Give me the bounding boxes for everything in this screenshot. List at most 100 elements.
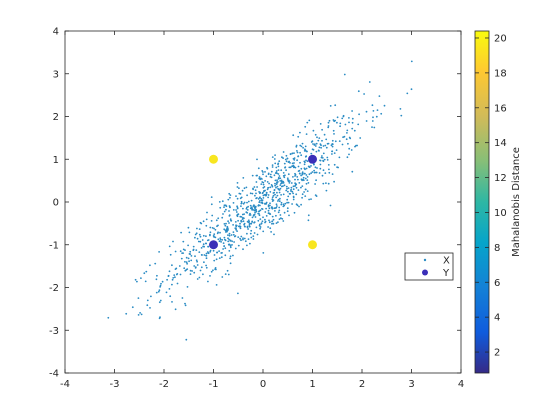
legend-label-x: X xyxy=(443,256,450,267)
x-point xyxy=(198,228,201,231)
x-point xyxy=(293,157,296,160)
x-point xyxy=(308,198,310,201)
x-point xyxy=(261,199,264,202)
x-point xyxy=(174,276,176,279)
x-point xyxy=(194,233,197,236)
x-point xyxy=(260,201,263,204)
x-point xyxy=(303,191,305,193)
x-point xyxy=(287,187,290,190)
x-point xyxy=(258,191,260,193)
x-point xyxy=(189,250,192,253)
x-point xyxy=(253,232,256,234)
x-point xyxy=(218,257,221,259)
x-point xyxy=(348,117,350,119)
x-point xyxy=(240,205,242,208)
x-point xyxy=(268,182,270,185)
x-point xyxy=(351,127,354,130)
x-point xyxy=(292,164,295,167)
x-point xyxy=(297,165,300,168)
x-point xyxy=(242,207,244,210)
x-point xyxy=(305,133,308,136)
x-point xyxy=(229,240,232,242)
x-point xyxy=(289,162,291,164)
x-point xyxy=(304,145,307,148)
x-point xyxy=(243,217,245,220)
x-point xyxy=(200,222,203,225)
y-tick-label: -4 xyxy=(49,369,59,380)
x-point xyxy=(254,216,257,218)
x-point xyxy=(140,313,143,316)
x-point xyxy=(311,148,314,151)
x-point xyxy=(243,201,246,204)
x-point xyxy=(236,197,239,200)
colorbar-tick-label: 8 xyxy=(494,243,500,254)
x-point xyxy=(319,167,322,170)
x-point xyxy=(224,273,227,275)
x-point xyxy=(205,264,208,267)
x-point xyxy=(319,159,321,162)
x-point xyxy=(131,306,134,309)
x-point xyxy=(276,179,278,182)
x-point xyxy=(272,218,275,221)
x-point xyxy=(299,144,302,147)
x-point xyxy=(224,204,227,207)
x-point xyxy=(178,265,181,267)
x-point xyxy=(279,197,281,200)
x-point xyxy=(174,250,177,253)
x-point xyxy=(269,227,272,230)
x-point xyxy=(326,156,329,159)
x-point xyxy=(287,190,289,193)
x-point xyxy=(265,175,268,178)
x-point xyxy=(224,254,227,257)
x-point xyxy=(176,273,179,275)
x-point xyxy=(372,116,374,119)
x-point xyxy=(310,165,312,167)
x-point xyxy=(314,143,316,146)
x-point xyxy=(265,215,268,217)
x-point xyxy=(200,247,203,249)
x-point xyxy=(317,139,320,142)
x-point xyxy=(327,125,330,127)
x-point xyxy=(196,278,199,280)
x-point xyxy=(202,220,205,223)
x-point xyxy=(315,142,318,145)
x-point xyxy=(232,233,235,236)
x-point xyxy=(249,242,251,245)
x-point xyxy=(246,211,249,214)
x-point xyxy=(137,297,140,299)
x-point xyxy=(260,183,263,186)
x-point xyxy=(278,218,281,221)
x-point xyxy=(371,120,374,122)
x-point xyxy=(221,239,224,241)
x-point xyxy=(222,248,225,250)
x-point xyxy=(302,176,305,179)
x-point xyxy=(143,272,146,275)
x-point xyxy=(159,299,162,302)
x-point xyxy=(410,60,413,63)
x-point xyxy=(239,237,242,240)
x-point xyxy=(296,151,299,154)
x-point xyxy=(207,239,210,241)
x-point xyxy=(356,144,358,147)
x-point xyxy=(145,270,148,273)
x-point xyxy=(191,270,194,272)
x-point xyxy=(234,221,237,223)
x-point xyxy=(181,297,184,299)
x-point xyxy=(227,273,230,276)
x-point xyxy=(282,172,285,174)
x-point xyxy=(211,214,214,217)
x-point xyxy=(264,171,266,173)
x-point xyxy=(253,213,256,216)
x-point xyxy=(321,155,323,157)
x-point xyxy=(175,267,178,270)
x-point xyxy=(277,163,279,166)
x-point xyxy=(252,205,255,208)
x-point xyxy=(269,202,271,205)
x-point xyxy=(227,237,229,240)
x-point xyxy=(271,164,274,167)
x-point xyxy=(223,210,226,213)
x-point xyxy=(212,249,215,252)
x-point xyxy=(168,270,171,273)
x-point xyxy=(252,235,255,238)
x-point xyxy=(320,146,322,149)
